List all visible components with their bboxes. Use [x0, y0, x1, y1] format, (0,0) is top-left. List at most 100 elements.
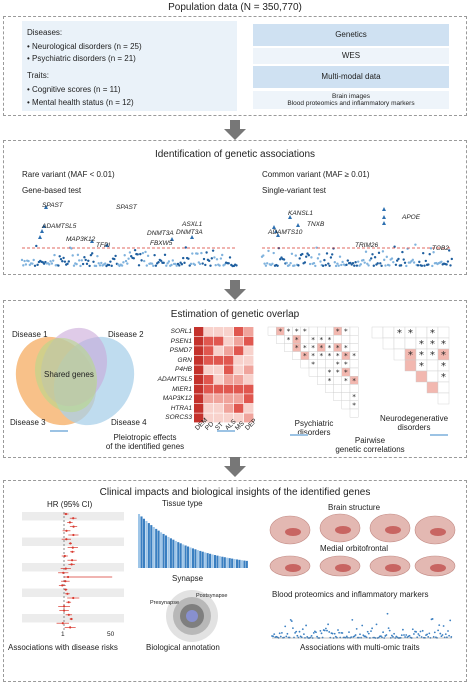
heatmap-cell [204, 336, 214, 346]
snp-point [204, 263, 207, 267]
omic-point [433, 631, 436, 634]
heatmap-cell [194, 394, 204, 404]
snp-point [449, 264, 452, 267]
snp-point [127, 257, 130, 260]
hr-point [65, 529, 68, 532]
tissue-bar [177, 542, 180, 568]
tissue-bar [179, 543, 182, 568]
down-arrow-icon [224, 120, 246, 140]
significance-star: * [319, 343, 323, 352]
heatmap-cell [244, 336, 254, 346]
omic-point [341, 632, 344, 634]
snp-point [193, 263, 197, 267]
significance-star: * [295, 327, 299, 336]
peak-marker [382, 215, 386, 219]
snp-point [162, 261, 165, 265]
snp-point [180, 263, 184, 266]
significance-star: * [295, 343, 299, 352]
omic-point [439, 632, 442, 635]
matrix-cell [341, 384, 351, 393]
snp-point [228, 256, 232, 259]
omic-point [411, 628, 414, 631]
significance-star: * [311, 343, 315, 352]
snp-point [187, 257, 190, 260]
snp-point [27, 259, 30, 263]
heatmap-cell [224, 365, 234, 375]
matrix-cell [341, 392, 351, 401]
matrix-cell [382, 326, 395, 339]
matrix-cell [333, 384, 342, 393]
snp-point [97, 262, 100, 265]
snp-point [188, 264, 191, 267]
snp-point [76, 253, 80, 257]
bracket-line [217, 430, 235, 432]
heatmap-cell [224, 394, 234, 404]
tissue-bar [138, 514, 141, 568]
significance-star: * [430, 328, 435, 339]
snp-point [368, 259, 372, 262]
snp-point [210, 257, 213, 260]
gene-list-item: MIER1 [172, 385, 192, 393]
common-variant-label: Common variant (MAF ≥ 0.01) [262, 170, 370, 179]
snp-point [141, 251, 145, 255]
snp-point [67, 260, 70, 263]
rare-variant-label: Rare variant (MAF < 0.01) [22, 170, 115, 179]
hr-point [66, 592, 69, 595]
heatmap-cell [204, 327, 214, 336]
snp-point [266, 262, 269, 265]
snp-point [345, 263, 348, 267]
gene-heatmap [194, 327, 254, 423]
snp-point [113, 257, 116, 261]
tissue-bar [169, 538, 172, 568]
omic-point [359, 633, 361, 636]
heatmap-cell [194, 403, 204, 413]
hr-point [68, 521, 71, 524]
snp-point [354, 260, 357, 264]
heatmap-cell [204, 394, 214, 404]
brain-highlight [285, 564, 301, 572]
peak-marker [90, 239, 94, 243]
tissue-bar [189, 547, 192, 568]
tissue-bar [204, 552, 207, 568]
forest-plot [22, 512, 124, 630]
peak-marker [105, 243, 109, 247]
shared-genes-label: Shared genes [44, 370, 94, 379]
omic-point [331, 632, 334, 635]
snp-point [144, 250, 147, 254]
tissue-bar [199, 550, 202, 568]
tissue-bar [184, 545, 187, 568]
omic-point [338, 631, 340, 634]
hr-point [65, 538, 68, 541]
significance-star: * [336, 368, 340, 377]
heatmap-cell [234, 394, 244, 404]
snp-point [394, 263, 398, 267]
heatmap-cell [234, 403, 244, 413]
snp-point [221, 253, 224, 257]
wes-label: WES [253, 48, 449, 64]
tissue-bar [240, 560, 243, 568]
snp-point [364, 250, 368, 253]
trait-item-2: • Mental health status (n = 12) [27, 98, 134, 107]
snp-point [154, 264, 158, 267]
heatmap-cell [234, 336, 244, 346]
matrix-cell [292, 351, 302, 361]
gene-label-kansl1: KANSL1 [288, 210, 313, 217]
tissue-bar [238, 559, 241, 568]
association-title: Identification of genetic associations [154, 149, 316, 160]
heatmap-cell [224, 413, 234, 423]
snp-point [298, 257, 301, 260]
heatmap-cell [224, 355, 234, 365]
omic-point [366, 630, 369, 633]
omic-point [296, 634, 299, 637]
tissue-bar [152, 527, 155, 568]
hr-point [71, 546, 74, 549]
snp-point [272, 251, 275, 255]
snp-point [202, 257, 206, 261]
tissue-bar [245, 560, 248, 568]
peak-marker [382, 207, 386, 211]
venn-label-disease-1: Disease 1 [12, 330, 48, 339]
heatmap-cell [244, 346, 254, 356]
snp-point [184, 246, 187, 249]
significance-star: * [336, 359, 340, 368]
snp-point [22, 264, 25, 267]
